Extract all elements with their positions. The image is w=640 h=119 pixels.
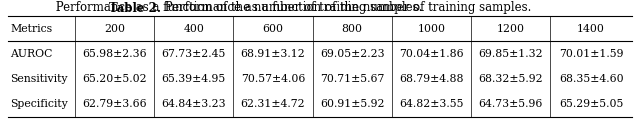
Text: 200: 200 [104, 24, 125, 34]
Text: 65.29±5.05: 65.29±5.05 [559, 99, 623, 109]
Text: 69.85±1.32: 69.85±1.32 [478, 49, 543, 59]
Text: 60.91±5.92: 60.91±5.92 [320, 99, 385, 109]
Text: 1000: 1000 [417, 24, 445, 34]
Text: 400: 400 [183, 24, 204, 34]
Text: 65.39±4.95: 65.39±4.95 [161, 74, 226, 84]
Text: Table 2.: Table 2. [109, 2, 161, 15]
Text: 68.79±4.88: 68.79±4.88 [399, 74, 463, 84]
Text: 64.73±5.96: 64.73±5.96 [479, 99, 543, 109]
Text: 600: 600 [262, 24, 284, 34]
Text: 70.01±1.59: 70.01±1.59 [559, 49, 623, 59]
Text: 68.32±5.92: 68.32±5.92 [478, 74, 543, 84]
Text: 64.82±3.55: 64.82±3.55 [399, 99, 463, 109]
Text: 70.71±5.67: 70.71±5.67 [320, 74, 385, 84]
Text: Specificity: Specificity [10, 99, 68, 109]
Text: 70.57±4.06: 70.57±4.06 [241, 74, 305, 84]
Text: 1200: 1200 [497, 24, 525, 34]
Text: AUROC: AUROC [10, 49, 52, 59]
Text: 67.73±2.45: 67.73±2.45 [161, 49, 226, 59]
Text: 70.04±1.86: 70.04±1.86 [399, 49, 464, 59]
Text: 62.79±3.66: 62.79±3.66 [82, 99, 147, 109]
Text: 65.98±2.36: 65.98±2.36 [82, 49, 147, 59]
Text: 69.05±2.23: 69.05±2.23 [320, 49, 385, 59]
Text: 64.84±3.23: 64.84±3.23 [161, 99, 226, 109]
Text: 68.35±4.60: 68.35±4.60 [559, 74, 623, 84]
Text: Performance as a function of the number of training samples.: Performance as a function of the number … [161, 2, 531, 15]
Text: 62.31±4.72: 62.31±4.72 [241, 99, 305, 109]
Text: Sensitivity: Sensitivity [10, 74, 67, 84]
Text: 1400: 1400 [577, 24, 605, 34]
Text: Metrics: Metrics [10, 24, 52, 34]
Text: 800: 800 [342, 24, 363, 34]
Text: 65.20±5.02: 65.20±5.02 [82, 74, 147, 84]
Text: 68.91±3.12: 68.91±3.12 [241, 49, 305, 59]
Text: Performance as a function of the number of training samples.: Performance as a function of the number … [52, 2, 422, 15]
